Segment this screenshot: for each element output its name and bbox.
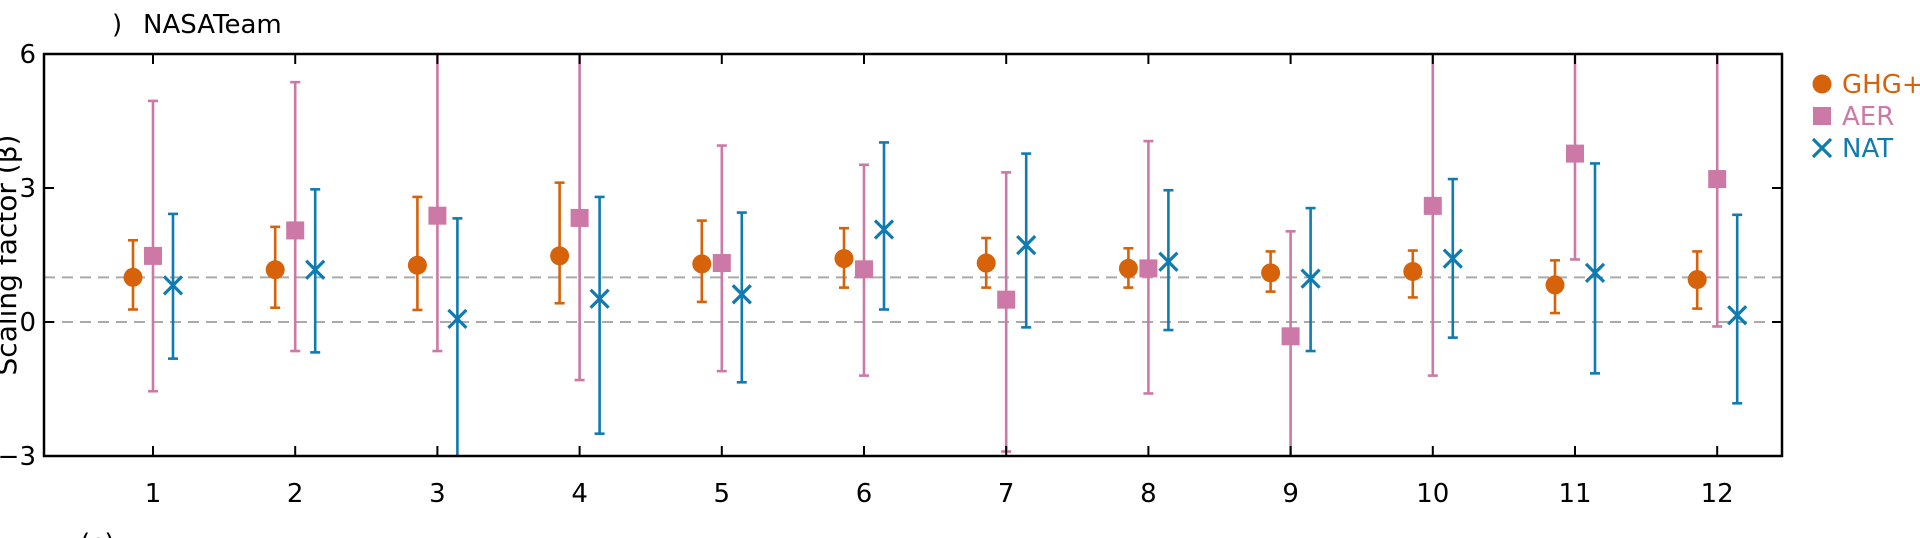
data-point bbox=[855, 260, 873, 279]
y-tick-label: 0 bbox=[19, 308, 36, 338]
panel-label: ) bbox=[112, 10, 122, 40]
data-point bbox=[589, 288, 610, 309]
data-point bbox=[1423, 196, 1442, 215]
data-point bbox=[692, 254, 712, 274]
data-point bbox=[1281, 327, 1300, 346]
data-point bbox=[1584, 262, 1606, 283]
data-point bbox=[286, 221, 305, 240]
data-point bbox=[123, 267, 143, 287]
legend-marker-ghg bbox=[1812, 74, 1832, 94]
x-tick-label: 9 bbox=[1282, 479, 1299, 509]
y-tick-label: 6 bbox=[19, 40, 36, 70]
x-tick-label: 1 bbox=[145, 479, 162, 509]
data-point bbox=[1118, 258, 1138, 278]
data-point bbox=[1016, 235, 1037, 256]
series-aer bbox=[144, 54, 1727, 456]
x-tick-label: 10 bbox=[1416, 479, 1449, 509]
data-point bbox=[407, 255, 427, 275]
y-tick-label: 3 bbox=[19, 174, 36, 204]
legend-marker-nat bbox=[1811, 137, 1833, 159]
data-point bbox=[570, 208, 589, 227]
next-panel-label: (c) bbox=[80, 529, 115, 538]
data-point bbox=[447, 308, 468, 330]
chart-title: NASATeam bbox=[143, 10, 282, 40]
x-tick-label: 11 bbox=[1558, 479, 1591, 509]
legend-label-ghg: GHG+ bbox=[1842, 70, 1920, 100]
x-tick-label: 4 bbox=[571, 479, 588, 509]
data-point bbox=[1687, 270, 1707, 290]
plot-area-frame bbox=[42, 52, 1784, 458]
data-point bbox=[1300, 268, 1321, 289]
data-point bbox=[834, 249, 854, 269]
data-point bbox=[731, 284, 752, 305]
data-point bbox=[1708, 170, 1727, 189]
data-point bbox=[873, 219, 895, 240]
y-axis-label: Scaling factor (β) bbox=[0, 135, 23, 376]
data-point bbox=[265, 260, 285, 280]
series-nat bbox=[162, 141, 1748, 456]
x-tick-label: 7 bbox=[998, 479, 1015, 509]
data-point bbox=[976, 253, 996, 273]
data-point bbox=[1727, 305, 1748, 326]
x-tick-label: 2 bbox=[287, 479, 304, 509]
data-point bbox=[162, 275, 184, 296]
data-point bbox=[144, 246, 162, 265]
data-point bbox=[1158, 251, 1179, 272]
data-point bbox=[997, 290, 1016, 309]
data-point bbox=[428, 206, 447, 225]
legend-label-nat: NAT bbox=[1842, 134, 1893, 164]
data-point bbox=[1139, 259, 1158, 278]
data-point bbox=[1403, 262, 1423, 282]
x-tick-label: 6 bbox=[856, 479, 873, 509]
x-tick-label: 8 bbox=[1140, 479, 1157, 509]
reference-lines bbox=[44, 276, 1782, 323]
x-tick-label: 5 bbox=[714, 479, 731, 509]
data-point bbox=[305, 259, 326, 280]
series-layer bbox=[123, 54, 1748, 456]
data-point bbox=[1261, 263, 1281, 283]
legend-marker-aer bbox=[1813, 107, 1831, 125]
data-point bbox=[1442, 248, 1463, 269]
data-point bbox=[1545, 275, 1565, 295]
series-ghg bbox=[123, 181, 1707, 315]
data-point bbox=[1566, 144, 1584, 163]
legend-label-aer: AER bbox=[1842, 102, 1894, 132]
x-tick-label: 3 bbox=[429, 479, 446, 509]
data-point bbox=[712, 254, 731, 273]
x-tick-label: 12 bbox=[1701, 479, 1734, 509]
data-point bbox=[550, 246, 570, 266]
y-tick-label: −3 bbox=[0, 442, 36, 472]
